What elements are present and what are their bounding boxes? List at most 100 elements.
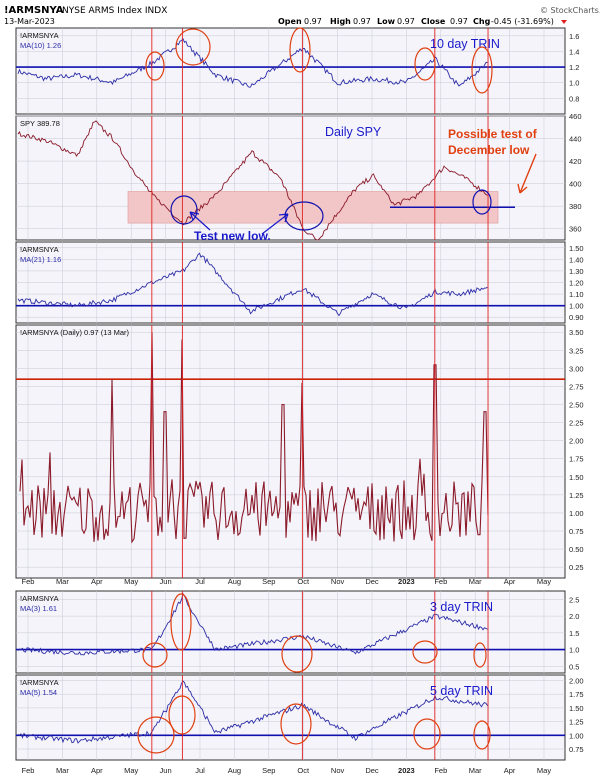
y-tick-label: 440	[569, 135, 582, 144]
y-tick-label: 1.75	[569, 455, 584, 464]
y-tick-label: 3.50	[569, 328, 584, 337]
down-arrow-icon	[561, 20, 567, 24]
panel-legend: MA(10) 1.26	[20, 41, 61, 50]
x-axis-label: Feb	[22, 766, 35, 775]
panel-4: 3.50 3.25 3.00 2.75 2.50 2.25 2.00 1.75 1.50 1.25…	[15, 324, 584, 579]
chg-label: Chg	[473, 17, 491, 26]
y-tick-label: 420	[569, 157, 582, 166]
panel-frame	[15, 674, 566, 761]
x-axis-label: Jul	[195, 577, 205, 586]
x-axis-label: Aug	[228, 766, 241, 775]
highlight-ellipse	[281, 635, 313, 673]
x-axis-label: Feb	[434, 766, 447, 775]
close-label: Close	[421, 17, 446, 26]
x-axis-label: Apr	[504, 766, 516, 775]
y-tick-label: 0.8	[569, 94, 579, 103]
panel-legend: MA(5) 1.54	[20, 688, 57, 697]
y-tick-label: 1.75	[569, 690, 584, 699]
note-december-low: December low	[448, 143, 530, 157]
y-tick-label: 1.50	[569, 704, 584, 713]
panel-frame	[15, 590, 566, 674]
series-line	[17, 680, 488, 744]
x-axis-label: Jul	[195, 766, 205, 775]
panel-3: 1.50 1.40 1.30 1.20 1.10 1.00 0.90 !ARMSNYAMA(2…	[15, 241, 584, 324]
panel-legend: !ARMSNYA	[20, 245, 59, 254]
x-axis-label: Jun	[160, 577, 172, 586]
panel-legend: !ARMSNYA	[20, 31, 59, 40]
description: NYSE ARMS Index INDX	[62, 6, 167, 16]
panel-legend: !ARMSNYA	[20, 594, 59, 603]
series-line	[17, 252, 488, 317]
panel-2: 460 440 420 400 380 360 SPY 389.78 Daily SPY Pos…	[15, 112, 582, 243]
x-axis-label: May	[537, 577, 551, 586]
x-axis-label: Apr	[91, 577, 103, 586]
note-possible-test: Possible test of	[448, 127, 538, 141]
panel-annotation: 5 day TRIN	[430, 684, 493, 698]
highlight-ellipse	[414, 47, 436, 81]
x-axis-label: Oct	[297, 577, 310, 586]
x-axis-label: Sep	[262, 766, 275, 775]
y-tick-label: 1.2	[569, 63, 579, 72]
arrow-icon	[517, 153, 537, 194]
chg-value: -0.45 (-31.69%)	[491, 17, 554, 26]
highlight-ellipse	[471, 46, 493, 94]
highlight-ellipse	[175, 28, 211, 66]
y-tick-label: 1.50	[569, 244, 584, 253]
panel-legend: MA(21) 1.16	[20, 255, 61, 264]
highlight-ellipse	[413, 718, 441, 750]
y-tick-label: 0.50	[569, 545, 584, 554]
highlight-ellipse	[412, 640, 438, 664]
y-tick-label: 2.00	[569, 676, 584, 685]
high-label: High	[330, 17, 351, 26]
panel-annotation: 3 day TRIN	[430, 600, 493, 614]
highlight-ellipse	[280, 703, 312, 745]
y-tick-label: 0.5	[569, 662, 579, 671]
highlight-ellipse	[142, 642, 168, 668]
y-tick-label: 1.30	[569, 267, 584, 276]
x-axis-label: 2023	[398, 766, 415, 775]
panel-legend: MA(3) 1.61	[20, 604, 57, 613]
x-axis-label: Aug	[228, 577, 241, 586]
y-tick-label: 1.0	[569, 646, 579, 655]
x-axis-label: Feb	[22, 577, 35, 586]
y-tick-label: 1.40	[569, 255, 584, 264]
x-axis-label: Nov	[331, 577, 345, 586]
highlight-ellipse	[289, 27, 311, 73]
y-tick-label: 2.5	[569, 595, 579, 604]
y-tick-label: 2.25	[569, 419, 584, 428]
y-tick-label: 1.10	[569, 290, 584, 299]
y-tick-label: 0.75	[569, 527, 584, 536]
y-tick-label: 380	[569, 202, 582, 211]
y-tick-label: 0.75	[569, 745, 584, 754]
y-tick-label: 1.4	[569, 47, 579, 56]
highlight-ellipse	[168, 695, 196, 735]
highlight-ellipse	[473, 642, 487, 668]
y-tick-label: 2.00	[569, 437, 584, 446]
panel-annotation: Daily SPY	[325, 125, 382, 139]
high-value: 0.97	[353, 17, 371, 26]
x-axis-label: Mar	[56, 766, 69, 775]
series-line	[19, 332, 489, 544]
highlight-ellipse	[170, 593, 192, 651]
panel-legend: SPY 389.78	[20, 119, 60, 128]
x-axis-label: Dec	[365, 766, 379, 775]
x-axis-label: May	[537, 766, 551, 775]
highlight-ellipse	[170, 195, 198, 225]
highlight-ellipse	[145, 51, 165, 81]
x-axis-label: Dec	[365, 577, 379, 586]
spy-line	[17, 120, 488, 241]
x-axis-label: Mar	[469, 766, 482, 775]
x-axis-label: Nov	[331, 766, 345, 775]
x-axis-label: May	[124, 766, 138, 775]
x-axis-label: Mar	[469, 577, 482, 586]
x-axis-label: May	[124, 577, 138, 586]
highlight-ellipse	[137, 716, 175, 754]
date: 13-Mar-2023	[4, 17, 55, 26]
y-tick-label: 1.20	[569, 279, 584, 288]
copyright: © StockCharts.com	[540, 6, 600, 15]
note-test-new-low: Test new low.	[194, 229, 271, 243]
